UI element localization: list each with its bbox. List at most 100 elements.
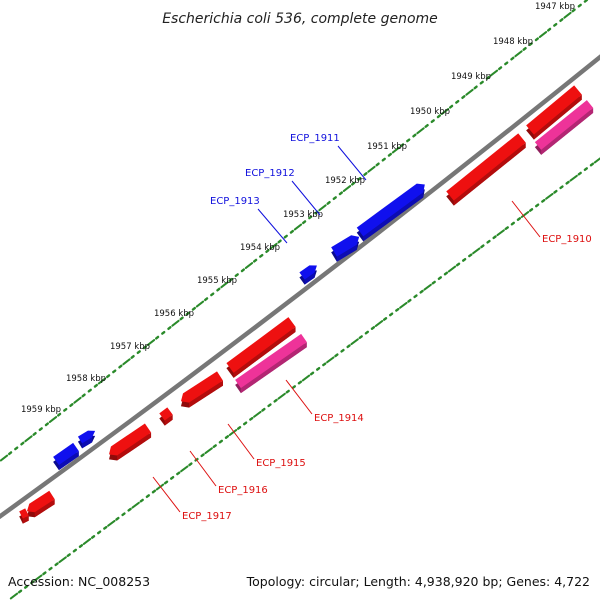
- ruler-tick: [489, 69, 499, 77]
- gene-body: [159, 407, 173, 421]
- ruler-dot: [399, 143, 405, 148]
- ruler-dot: [179, 316, 184, 321]
- ruler-dot: [176, 471, 181, 476]
- ruler-dot: [191, 306, 197, 311]
- ruler-dot: [387, 152, 393, 157]
- kbp-label: 1947 kbp: [535, 2, 575, 12]
- ruler-dot: [358, 335, 363, 340]
- kbp-label: 1957 kbp: [110, 342, 150, 352]
- ruler-dot: [522, 46, 527, 51]
- ruler-tick: [0, 454, 9, 462]
- ruler-dot: [289, 229, 295, 234]
- kbp-label: 1949 kbp: [451, 72, 491, 82]
- gene-body: [109, 423, 152, 456]
- ruler-dot: [30, 580, 35, 585]
- ruler-tick: [146, 339, 156, 346]
- ruler-dot: [516, 217, 522, 221]
- ruler-tick: [180, 465, 189, 473]
- gene-body: [77, 430, 96, 444]
- gene-body: [19, 508, 29, 519]
- ruler-tick: [520, 211, 530, 218]
- ruler-dot: [301, 220, 307, 225]
- ruler-dot: [510, 56, 515, 61]
- ruler-tick: [82, 538, 92, 545]
- ruler-inner-ring: [9, 157, 600, 600]
- ruler-dot: [90, 535, 96, 539]
- ruler-dot: [249, 416, 254, 421]
- ruler-dot: [97, 530, 102, 535]
- ruler-dot: [577, 3, 582, 8]
- ruler-tick: [342, 185, 352, 192]
- ruler-dot: [528, 208, 534, 212]
- ruler-dot: [535, 203, 540, 208]
- ruler-tick: [73, 396, 82, 404]
- ruler-dot: [504, 226, 509, 231]
- gene-ECP-1912: [331, 235, 360, 262]
- ruler-dot: [381, 157, 386, 162]
- ruler-dot: [267, 403, 272, 408]
- ruler-tick: [24, 435, 33, 443]
- ruler-dot: [486, 239, 491, 244]
- ruler-tick: [253, 410, 262, 418]
- ruler-tick: [367, 165, 376, 173]
- genome-backbone: [0, 54, 600, 520]
- ruler-dot: [534, 37, 540, 42]
- ruler-dot: [448, 104, 454, 109]
- gene-label: ECP_1911: [290, 133, 340, 144]
- ruler-dot: [63, 407, 68, 412]
- ruler-dot: [291, 385, 296, 390]
- ruler-dot: [161, 330, 166, 335]
- ruler-dot: [461, 95, 466, 100]
- kbp-label: 1954 kbp: [240, 243, 280, 253]
- ruler-dot: [7, 451, 13, 456]
- ruler-dot: [14, 446, 19, 451]
- gene-body: [526, 85, 582, 135]
- gene-side: [304, 272, 315, 285]
- ruler-tick: [34, 574, 43, 582]
- gene-reverse: [534, 100, 594, 155]
- ruler-dot: [462, 257, 467, 262]
- ruler-tick: [593, 157, 600, 164]
- ruler-tick: [326, 356, 335, 364]
- ruler-dot: [479, 80, 484, 85]
- ruler-dot: [145, 494, 150, 499]
- ruler-dot: [200, 453, 205, 458]
- gene-ECP-1910: [446, 133, 526, 206]
- ruler-dot: [541, 198, 546, 203]
- ruler-dot: [66, 553, 71, 558]
- ruler-dot: [364, 330, 369, 335]
- ruler-dot: [212, 444, 217, 449]
- ruler-dot: [468, 253, 473, 258]
- kbp-label: 1952 kbp: [325, 176, 365, 186]
- ruler-dot: [154, 335, 160, 340]
- ruler-dot: [167, 326, 172, 331]
- ruler-dot: [589, 162, 595, 167]
- ruler-dot: [340, 348, 345, 353]
- ruler-dot: [553, 189, 558, 194]
- ruler-dot: [395, 307, 400, 312]
- kbp-label: 1956 kbp: [154, 309, 194, 319]
- kbp-tick-labels: 1947 kbp 1948 kbp 1949 kbp 1950 kbp 1951 kbp…: [21, 2, 575, 415]
- ruler-dot: [389, 312, 394, 317]
- ruler-dot: [419, 289, 424, 294]
- ruler-dot: [407, 298, 412, 303]
- gene-labels: ECP_1910 ECP_1911 ECP_1912 ECP_1913 ECP_1914…: [182, 133, 592, 522]
- ruler-dot: [577, 171, 582, 176]
- gene-label: ECP_1916: [218, 485, 268, 496]
- ruler-tick: [447, 265, 457, 273]
- ruler-dot: [54, 562, 59, 567]
- ruler-dot: [297, 380, 303, 385]
- ruler-dot: [583, 0, 589, 3]
- gene-reverse: [26, 490, 55, 518]
- gene-side: [240, 342, 307, 394]
- ruler-dot: [218, 439, 223, 444]
- gene-label: ECP_1913: [210, 196, 260, 207]
- ruler-dot: [431, 280, 436, 285]
- ruler-dot: [565, 180, 570, 185]
- ruler-tick: [569, 174, 578, 182]
- ruler-dot: [78, 544, 84, 548]
- ruler-dot: [139, 498, 144, 503]
- gene-forward: [53, 442, 79, 471]
- gene-side: [117, 432, 152, 461]
- ruler-dot: [334, 353, 339, 358]
